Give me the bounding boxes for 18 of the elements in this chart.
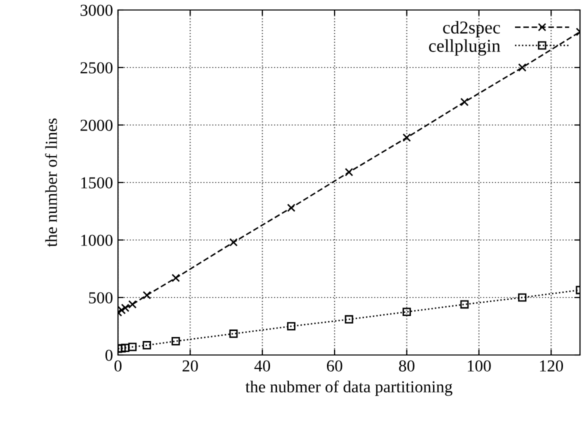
y-tick-label: 3000 <box>80 4 113 16</box>
x-tick-label: 20 <box>182 360 198 372</box>
x-tick-label: 0 <box>114 360 122 372</box>
y-tick-label: 1000 <box>81 234 113 246</box>
x-axis-title: the nubmer of data partitioning <box>245 380 452 396</box>
x-tick-label: 100 <box>468 360 491 372</box>
x-tick-label: 80 <box>399 360 414 372</box>
x-tick-label: 120 <box>540 360 563 372</box>
y-axis-title: the number of lines <box>45 118 57 247</box>
legend-label: cellplugin <box>429 39 500 56</box>
x-tick-label: 40 <box>254 360 270 372</box>
y-tick-label: 500 <box>89 292 113 304</box>
y-tick-label: 2000 <box>80 120 113 131</box>
y-tick-label: 0 <box>105 350 113 361</box>
x-tick-label: 60 <box>326 360 342 372</box>
y-tick-label: 1500 <box>81 177 113 188</box>
legend-label: cd2spec <box>443 20 500 38</box>
y-tick-label: 2500 <box>80 62 113 74</box>
